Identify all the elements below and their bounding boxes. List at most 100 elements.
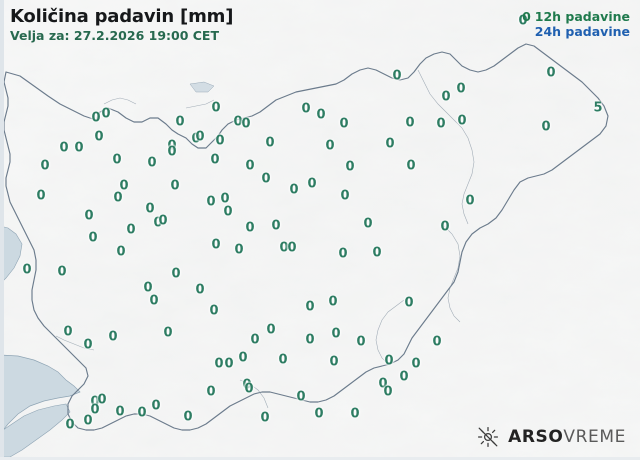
legend-row-24h: 24h padavine — [522, 24, 630, 39]
sun-rays-icon — [478, 426, 499, 448]
national-border — [3, 43, 609, 431]
station-value: 0 — [147, 155, 157, 171]
station-value: 0 — [167, 138, 177, 154]
station-value: 0 — [241, 116, 251, 132]
station-value: 0 — [406, 158, 416, 174]
station-value: 0 — [83, 413, 93, 429]
station-value: 0 — [183, 409, 193, 425]
station-value: 0 — [242, 377, 252, 393]
station-value: 0 — [210, 152, 220, 168]
station-value: 0 — [57, 264, 67, 280]
station-value: 0 — [279, 240, 289, 256]
arso-logo-light: VREME — [563, 427, 626, 447]
arso-logo-bold: ARSO — [508, 427, 564, 447]
station-value: 0 — [265, 135, 275, 151]
station-value: 0 — [404, 295, 414, 311]
station-value: 0 — [266, 322, 276, 338]
station-value: 0 — [457, 113, 467, 129]
station-value: 0 — [223, 204, 233, 220]
station-value: 0 — [158, 213, 168, 229]
left-frame-edge — [0, 0, 4, 460]
legend: 0 12h padavine 24h padavine — [522, 9, 630, 39]
station-value: 0 — [90, 402, 100, 418]
station-value: 0 — [405, 115, 415, 131]
station-value: 0 — [328, 294, 338, 310]
station-value: 0 — [250, 332, 260, 348]
station-value: 0 — [338, 246, 348, 262]
station-value: 0 — [289, 182, 299, 198]
station-value: 0 — [399, 369, 409, 385]
station-value: 0 — [350, 406, 360, 422]
station-value: 0 — [541, 119, 551, 135]
station-value: 0 — [137, 405, 147, 421]
station-value: 0 — [143, 280, 153, 296]
station-value: 0 — [384, 353, 394, 369]
station-value: 0 — [83, 337, 93, 353]
station-value: 0 — [278, 352, 288, 368]
station-value: 0 — [163, 325, 173, 341]
station-value: 0 — [245, 158, 255, 174]
station-value: 0 — [191, 131, 201, 147]
station-value: 0 — [113, 190, 123, 206]
station-value: 0 — [119, 178, 129, 194]
station-value: 0 — [84, 208, 94, 224]
station-value: 0 — [441, 89, 451, 105]
station-value: 0 — [211, 100, 221, 116]
station-value: 0 — [383, 384, 393, 400]
station-value: 0 — [209, 303, 219, 319]
station-value: 0 — [116, 244, 126, 260]
station-value: 0 — [296, 389, 306, 405]
station-value: 0 — [224, 356, 234, 372]
station-value: 0 — [108, 329, 118, 345]
station-value: 0 — [356, 334, 366, 350]
station-value: 0 — [340, 188, 350, 204]
station-value: 0 — [149, 293, 159, 309]
station-value: 0 — [214, 356, 224, 372]
station-value: 0 — [101, 106, 111, 122]
station-value: 0 — [546, 65, 556, 81]
station-value: 0 — [40, 158, 50, 174]
station-value: 0 — [112, 152, 122, 168]
arso-wordmark: ARSOVREME — [508, 427, 626, 447]
station-value: 0 — [271, 218, 281, 234]
station-value: 0 — [301, 101, 311, 117]
internal-boundaries — [55, 69, 475, 409]
station-value: 0 — [260, 410, 270, 426]
station-value: 0 — [153, 215, 163, 231]
station-value: 0 — [215, 133, 225, 149]
station-value: 0 — [59, 140, 69, 156]
station-value: 0 — [385, 136, 395, 152]
station-value: 0 — [392, 68, 402, 84]
station-value: 0 — [206, 194, 216, 210]
station-value: 0 — [170, 178, 180, 194]
station-value: 0 — [244, 381, 254, 397]
lake — [189, 81, 215, 93]
station-value: 0 — [167, 144, 177, 160]
station-value: 0 — [145, 201, 155, 217]
station-value: 0 — [331, 326, 341, 342]
station-value: 0 — [305, 332, 315, 348]
station-value: 0 — [261, 171, 271, 187]
station-value: 0 — [363, 216, 373, 232]
station-value: 0 — [220, 191, 230, 207]
station-value: 0 — [436, 116, 446, 132]
station-value: 0 — [233, 114, 243, 130]
station-value: 0 — [195, 129, 205, 145]
station-value: 0 — [307, 176, 317, 192]
legend-label-12h: 12h padavine — [534, 9, 630, 24]
station-value: 0 — [91, 110, 101, 126]
station-value: 0 — [22, 262, 32, 278]
station-value: 0 — [36, 188, 46, 204]
station-value: 0 — [305, 299, 315, 315]
station-value: 0 — [90, 394, 100, 410]
station-value: 0 — [440, 219, 450, 235]
station-value: 0 — [245, 220, 255, 236]
legend-row-12h: 0 12h padavine — [522, 9, 630, 24]
station-value: 0 — [339, 116, 349, 132]
arso-vreme-logo: ARSOVREME — [477, 426, 626, 448]
station-value: 0 — [74, 140, 84, 156]
station-value: 0 — [195, 282, 205, 298]
station-value: 0 — [314, 406, 324, 422]
